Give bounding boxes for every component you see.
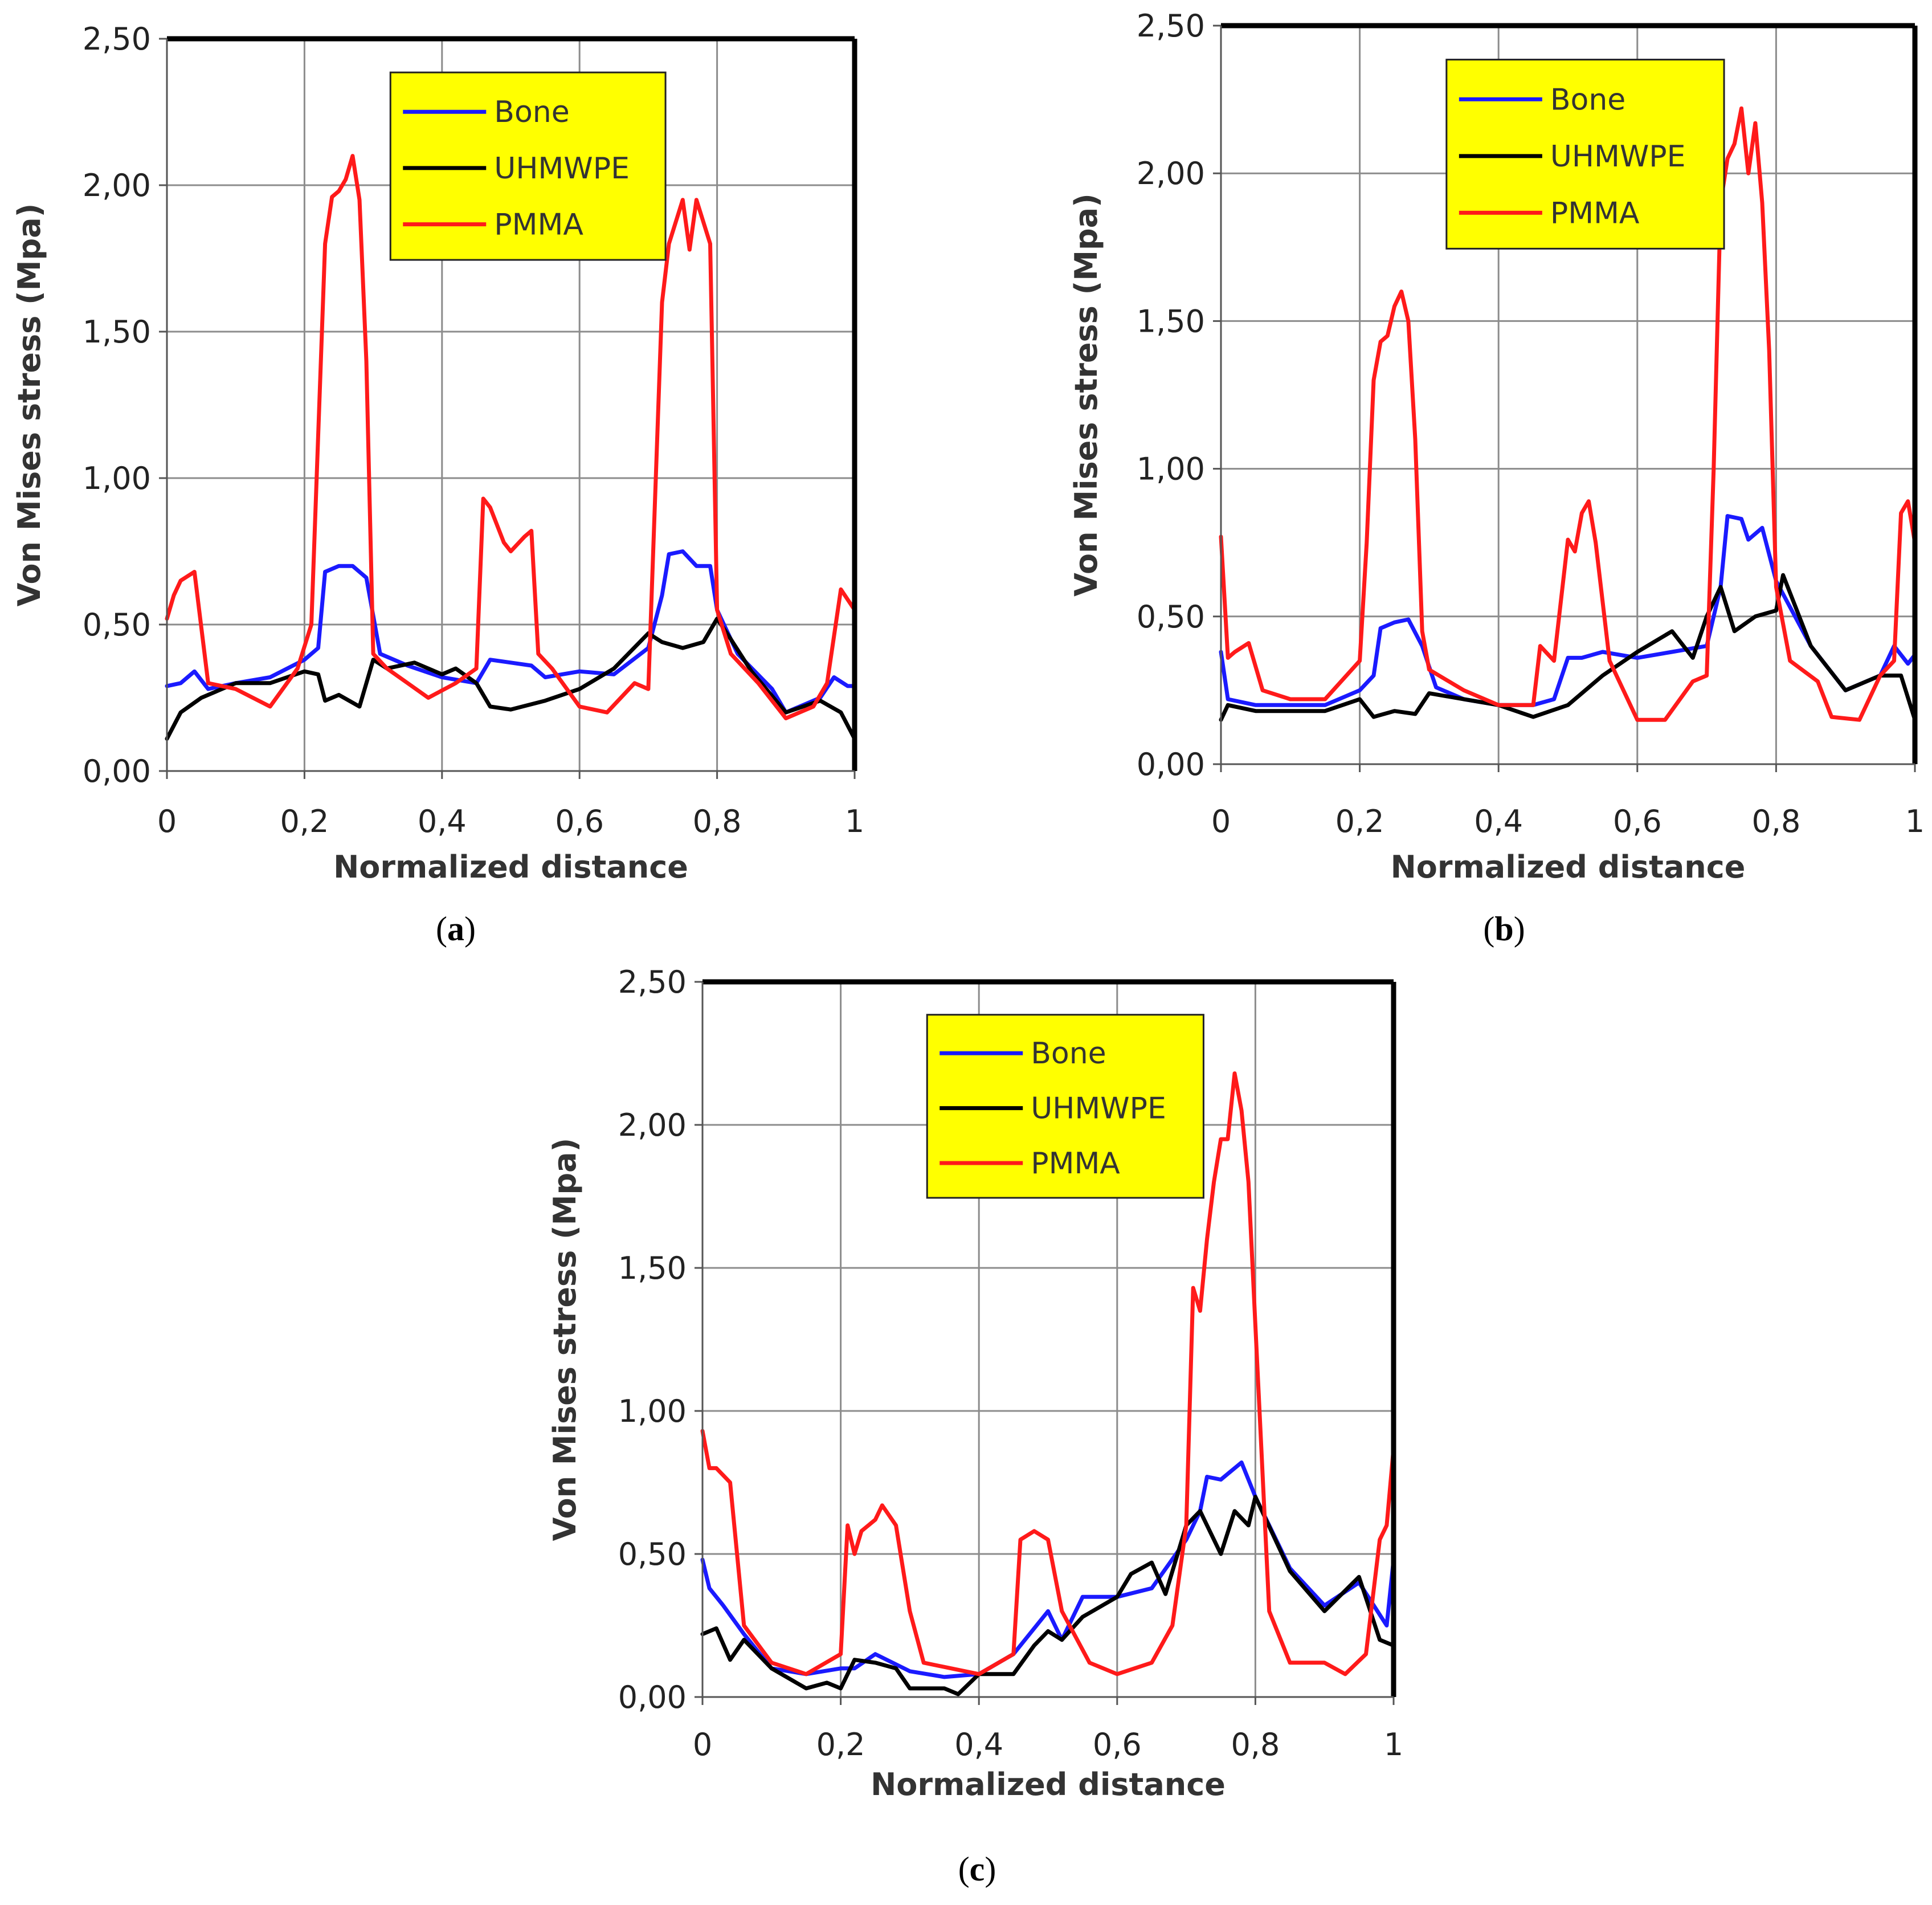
chart-panel-c: 0,00 0,50 1,00 1,50 2,00 2,50 0 0,2 0,4 0,6 0,8 1 No… <box>547 964 1403 1888</box>
y-tick-label: 1,50 <box>618 1250 687 1286</box>
y-tick-label: 2,50 <box>618 964 687 1000</box>
x-tick-label: 0,2 <box>280 803 329 839</box>
legend-label-bone: Bone <box>1031 1037 1106 1071</box>
x-tick-label: 0,8 <box>693 803 742 839</box>
y-tick-label: 0,00 <box>1137 747 1205 782</box>
chart-panel-b: 0,00 0,50 1,00 1,50 2,00 2,50 0 0,2 0,4 0,6 0,8 1 No… <box>1068 8 1925 948</box>
x-tick-label: 0,8 <box>1751 803 1800 839</box>
caption-open: ( <box>958 1850 970 1888</box>
x-tick-label: 0,2 <box>816 1727 865 1763</box>
legend: Bone UHMWPE PMMA <box>1445 59 1725 250</box>
caption-close: ) <box>1514 910 1525 948</box>
legend: Bone UHMWPE PMMA <box>926 1014 1204 1199</box>
x-tick-label: 0,2 <box>1335 803 1384 839</box>
caption-close: ) <box>985 1850 996 1888</box>
y-tick-label: 1,00 <box>618 1393 687 1429</box>
x-tick-label: 1 <box>1384 1727 1403 1763</box>
series-line-pmma <box>1219 106 1917 722</box>
series-line-uhmwpe <box>165 617 857 741</box>
y-tick-label: 2,50 <box>83 21 151 57</box>
x-tick-label: 0 <box>693 1727 712 1763</box>
caption-letter: a <box>447 910 464 948</box>
legend-label-bone: Bone <box>1550 83 1625 117</box>
x-axis-title: Normalized distance <box>1391 849 1746 885</box>
x-tick-label: 0,6 <box>1613 803 1662 839</box>
y-tick-label: 1,50 <box>1137 303 1205 339</box>
y-tick-label: 1,00 <box>1137 451 1205 487</box>
x-tick-label: 1 <box>845 803 864 839</box>
legend: Bone UHMWPE PMMA <box>389 71 667 261</box>
x-tick-label: 0,4 <box>954 1727 1003 1763</box>
caption-letter: b <box>1494 910 1513 948</box>
x-tick-label: 0,6 <box>1093 1727 1142 1763</box>
y-tick-label: 1,00 <box>83 460 151 496</box>
panel-caption: (c) <box>958 1850 996 1888</box>
y-tick-label: 2,50 <box>1137 8 1205 44</box>
panel-caption: (b) <box>1483 910 1525 948</box>
y-tick-label: 0,50 <box>1137 599 1205 635</box>
x-tick-label: 0,4 <box>418 803 467 839</box>
chart-panel-a: 0,00 0,50 1,00 1,50 2,00 2,50 0 0,2 0,4 0,6 0,8 1 No… <box>11 21 864 948</box>
x-axis-title: Normalized distance <box>333 849 688 885</box>
panel-caption: (a) <box>436 910 476 948</box>
y-tick-label: 2,00 <box>83 168 151 203</box>
caption-close: ) <box>464 910 476 948</box>
y-tick-label: 2,00 <box>1137 156 1205 191</box>
series-line-pmma <box>165 154 857 720</box>
series-line-bone <box>1219 514 1917 707</box>
y-axis-title: Von Mises stress (Mpa) <box>547 1138 583 1541</box>
caption-letter: c <box>970 1850 985 1888</box>
series-line-pmma <box>700 1071 1396 1676</box>
legend-label-uhmwpe: UHMWPE <box>1550 140 1686 174</box>
y-tick-label: 2,00 <box>618 1107 687 1143</box>
legend-label-uhmwpe: UHMWPE <box>494 152 630 186</box>
legend-label-pmma: PMMA <box>1031 1147 1120 1181</box>
y-tick-label: 0,50 <box>83 607 151 643</box>
y-axis-title: Von Mises stress (Mpa) <box>11 203 47 607</box>
x-tick-label: 0 <box>1211 803 1231 839</box>
y-tick-label: 0,50 <box>618 1536 687 1572</box>
x-tick-label: 0,8 <box>1231 1727 1280 1763</box>
legend-label-pmma: PMMA <box>1550 196 1640 230</box>
caption-open: ( <box>436 910 447 948</box>
legend-label-uhmwpe: UHMWPE <box>1031 1092 1166 1126</box>
x-tick-label: 0,6 <box>555 803 604 839</box>
x-axis-title: Normalized distance <box>871 1767 1226 1802</box>
x-tick-label: 0,4 <box>1474 803 1523 839</box>
y-tick-label: 0,00 <box>83 753 151 789</box>
x-tick-label: 1 <box>1905 803 1925 839</box>
x-tick-label: 0 <box>157 803 177 839</box>
series-line-uhmwpe <box>1219 573 1917 722</box>
y-axis-title: Von Mises stress (Mpa) <box>1068 193 1104 597</box>
legend-label-bone: Bone <box>494 95 569 129</box>
y-tick-label: 0,00 <box>618 1679 687 1715</box>
y-tick-label: 1,50 <box>83 314 151 350</box>
series-line-uhmwpe <box>700 1495 1396 1696</box>
legend-label-pmma: PMMA <box>494 208 583 242</box>
caption-open: ( <box>1483 910 1494 948</box>
